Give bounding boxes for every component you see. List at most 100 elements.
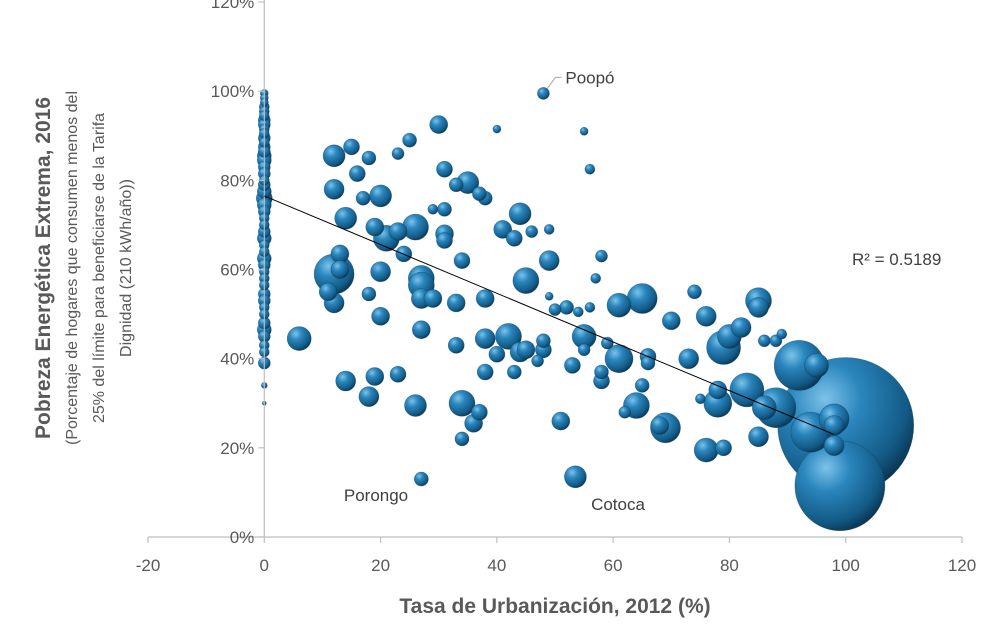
- data-point-bubble: [322, 144, 346, 168]
- data-point-bubble: [757, 334, 771, 348]
- data-point-bubble: [590, 273, 602, 284]
- data-point-bubble: [594, 364, 609, 380]
- data-point-bubble: [559, 300, 574, 315]
- annotation-label: Poopó: [565, 68, 614, 87]
- data-point-bubble: [330, 260, 350, 279]
- data-point-bubble: [488, 345, 506, 363]
- data-point-bubble: [361, 150, 377, 166]
- data-point-bubble: [715, 439, 732, 457]
- data-point-bubble: [695, 305, 717, 327]
- data-point-bubble: [472, 186, 487, 201]
- data-point-bubble: [687, 284, 702, 300]
- data-point-bubble: [595, 249, 608, 263]
- x-tick-label: 60: [604, 556, 623, 575]
- data-point-bubble: [695, 393, 706, 405]
- data-point-bubble: [678, 348, 700, 370]
- data-point-bubble: [543, 224, 555, 235]
- data-point-bubble: [823, 415, 845, 436]
- data-point-bubble: [454, 431, 470, 447]
- data-point-bubble: [650, 416, 670, 435]
- data-point-bubble: [437, 202, 452, 217]
- data-point-bubble: [330, 244, 350, 264]
- data-point-bubble: [446, 293, 466, 313]
- data-point-bubble: [492, 124, 502, 134]
- data-point-bubble: [474, 328, 496, 349]
- annotation-label: Porongo: [344, 486, 408, 505]
- data-point-bubble: [730, 317, 752, 338]
- data-point-bubble: [389, 365, 407, 383]
- data-point-bubble: [471, 403, 488, 421]
- data-point-bubble: [404, 394, 427, 417]
- axes-layer: 0% 20% 40% 60% 80% 100% 120% -20 0 20 40 60 80 100 120: [136, 0, 976, 575]
- data-point-bubble: [751, 395, 777, 421]
- data-point-bubble: [453, 252, 471, 269]
- x-tick-label: 0: [260, 556, 269, 575]
- data-point-bubble: [358, 386, 380, 407]
- data-point-bubble: [427, 204, 439, 215]
- data-point-bubble: [606, 292, 632, 318]
- y-axis-subtitle-line: 25% del límite para beneficiarse de la T…: [91, 113, 108, 423]
- data-point-bubble: [537, 87, 550, 100]
- data-point-bubble: [402, 132, 417, 148]
- data-point-bubble: [369, 184, 392, 208]
- data-point-bubble: [361, 286, 377, 302]
- data-point-bubble: [371, 306, 390, 326]
- data-point-bubble: [286, 326, 312, 351]
- data-point-bubble: [600, 336, 614, 350]
- data-point-bubble: [577, 343, 591, 357]
- data-point-bubble: [388, 222, 408, 241]
- trendline-layer: R² = 0.5189: [264, 195, 941, 435]
- x-tick-label: 80: [720, 556, 739, 575]
- y-tick-label: 0%: [230, 528, 255, 547]
- x-tick-label: 100: [832, 556, 860, 575]
- x-tick-label: -20: [136, 556, 161, 575]
- data-point-bubble: [516, 340, 536, 360]
- annotation-label: Cotoca: [591, 495, 645, 514]
- data-point-bubble: [411, 320, 431, 340]
- data-point-bubble: [365, 217, 385, 237]
- data-point-bubble: [536, 333, 551, 349]
- r-squared-label: R² = 0.5189: [852, 250, 941, 269]
- labels-layer: Tasa de Urbanización, 2012 (%) Pobreza En…: [32, 68, 711, 618]
- data-point-bubble: [551, 411, 571, 431]
- data-point-bubble: [794, 440, 886, 532]
- annotation-leader-line: [546, 76, 562, 89]
- data-point-bubble: [335, 370, 357, 392]
- y-tick-label: 80%: [220, 171, 254, 190]
- data-point-bubble: [505, 230, 523, 247]
- bubbles-layer: [255, 87, 915, 532]
- data-point-bubble: [661, 311, 681, 331]
- data-point-bubble: [476, 363, 494, 381]
- data-point-bubble: [584, 163, 596, 175]
- data-point-bubble: [572, 306, 584, 318]
- data-point-bubble: [564, 357, 581, 374]
- data-point-bubble: [495, 323, 522, 350]
- data-point-bubble: [318, 282, 338, 302]
- data-point-bubble: [334, 206, 358, 230]
- data-point-bubble: [508, 202, 532, 226]
- data-point-bubble: [448, 389, 476, 417]
- y-tick-label: 120%: [211, 0, 254, 12]
- data-point-bubble: [493, 220, 513, 239]
- data-point-bubble: [584, 302, 596, 313]
- data-point-bubble: [618, 405, 632, 419]
- data-point-bubble: [365, 367, 385, 386]
- x-tick-label: 20: [371, 556, 390, 575]
- trendline: [264, 195, 835, 435]
- data-point-bubble: [525, 225, 539, 238]
- data-point-bubble: [823, 435, 845, 456]
- y-axis-subtitle-line: Dignidad (210 kWh/año)): [118, 179, 135, 357]
- data-point-bubble: [436, 160, 453, 178]
- data-point-bubble: [448, 177, 464, 193]
- data-point-bubble: [729, 372, 765, 408]
- data-point-bubble: [370, 261, 391, 283]
- data-point-bubble: [423, 289, 443, 308]
- y-tick-label: 40%: [220, 350, 254, 369]
- y-tick-label: 20%: [220, 439, 254, 458]
- data-point-bubble: [355, 190, 371, 206]
- data-point-bubble: [626, 283, 658, 314]
- y-tick-label: 100%: [211, 82, 254, 101]
- data-point-bubble: [538, 250, 560, 271]
